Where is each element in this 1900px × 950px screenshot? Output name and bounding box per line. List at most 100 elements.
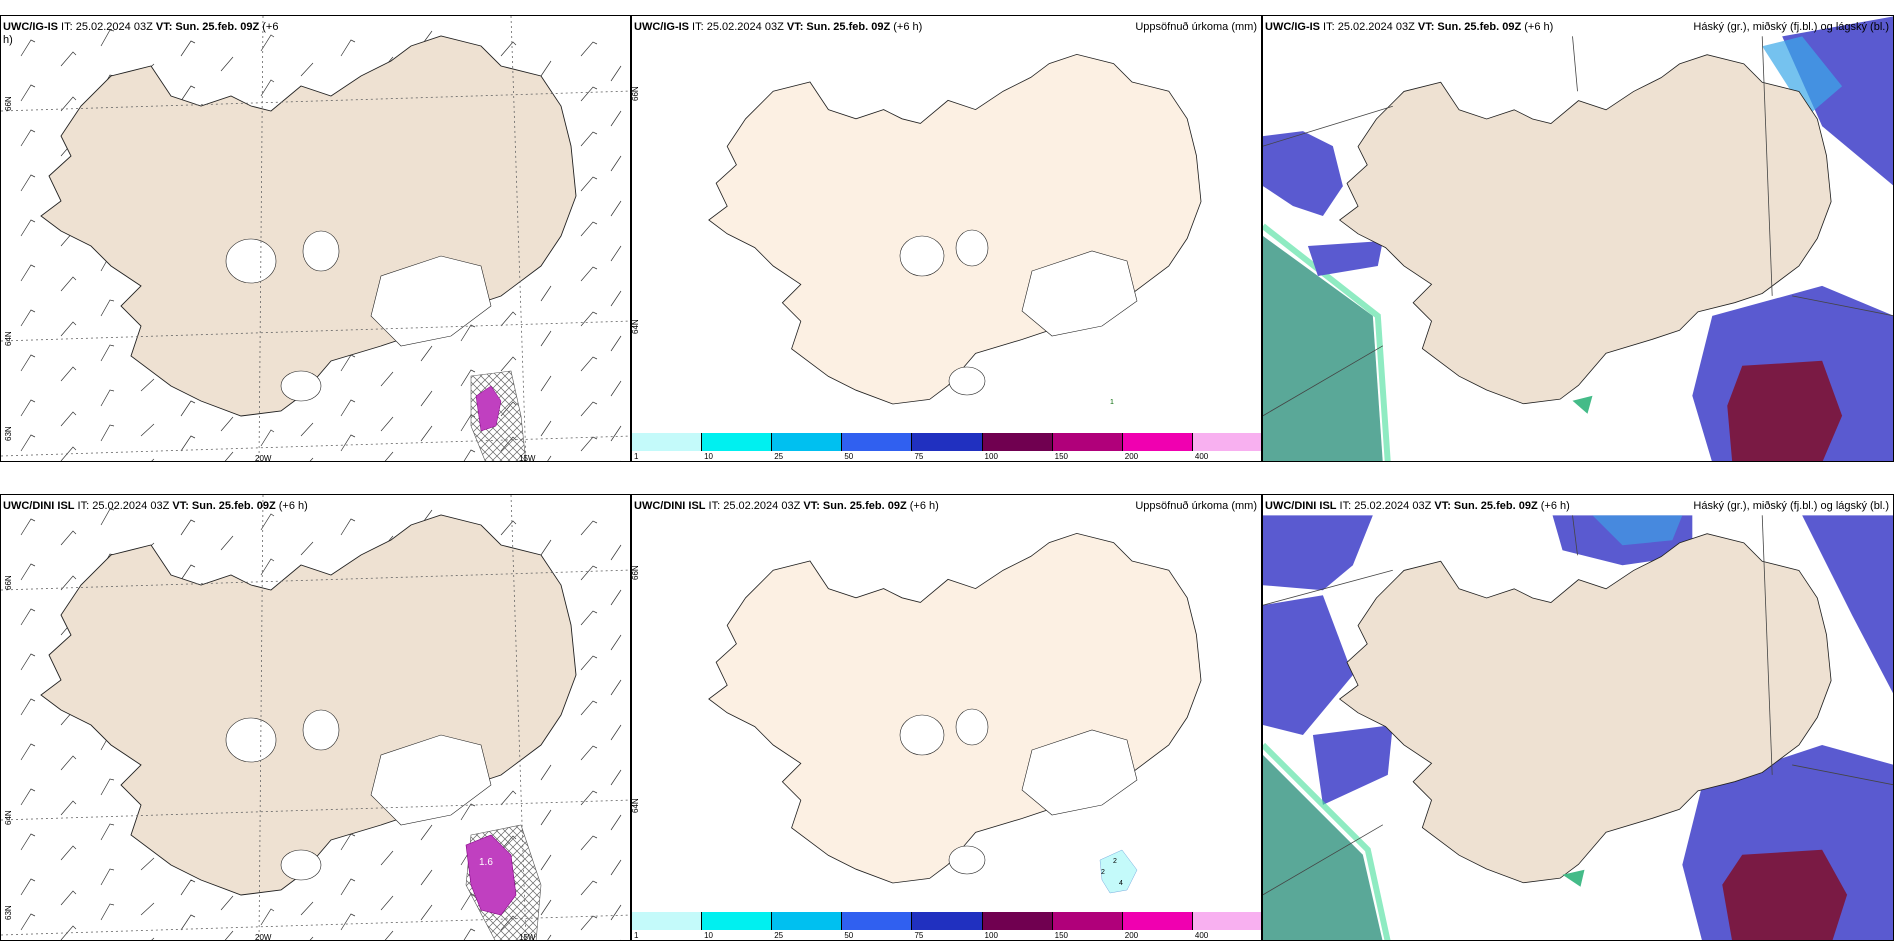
valid-time: VT: Sun. 25.feb. 09Z bbox=[155, 21, 260, 33]
lat-label: 64N bbox=[4, 331, 13, 346]
precip-colorbar: 1 10 25 50 75 100 150 200 400 bbox=[632, 433, 1261, 461]
colorbar-label: 10 bbox=[704, 452, 714, 461]
colorbar-label: 100 bbox=[984, 452, 998, 461]
colorbar-label: 75 bbox=[914, 452, 924, 461]
lead-time: (+6 h) bbox=[1537, 500, 1570, 512]
lead-time: (+6 h) bbox=[890, 21, 923, 33]
lon-label: 15W bbox=[519, 933, 536, 941]
map-title: Uppsöfnuð úrkoma (mm) bbox=[1135, 500, 1257, 512]
colorbar-label: 1 bbox=[634, 452, 639, 461]
valid-time: VT: Sun. 25.feb. 09Z bbox=[786, 21, 891, 33]
issue-time: IT: 25.02.2024 03Z bbox=[74, 500, 173, 512]
colorbar-label: 50 bbox=[844, 931, 854, 940]
colorbar-label: 200 bbox=[1124, 931, 1139, 940]
colorbar-swatch bbox=[772, 912, 843, 930]
colorbar-swatch bbox=[982, 433, 1053, 451]
colorbar-swatch bbox=[912, 433, 983, 451]
lon-label: 20W bbox=[255, 933, 272, 941]
colorbar-swatch bbox=[1052, 912, 1123, 930]
lon-label: 20W bbox=[255, 454, 272, 462]
panel-header: UWC/DINI ISL IT: 25.02.2024 03Z VT: Sun.… bbox=[1265, 500, 1889, 513]
model-name: UWC/DINI ISL bbox=[634, 500, 706, 512]
valid-time: VT: Sun. 25.feb. 09Z bbox=[1417, 21, 1522, 33]
map-title: Uppsöfnuð úrkoma (mm) bbox=[1135, 21, 1257, 33]
lat-label: 63N bbox=[4, 905, 13, 920]
lat-label: 64N bbox=[631, 798, 640, 813]
colorbar-label: 150 bbox=[1054, 931, 1069, 940]
issue-time: IT: 25.02.2024 03Z bbox=[1320, 21, 1418, 33]
colorbar-label: 75 bbox=[914, 931, 924, 940]
model-name: UWC/DINI ISL bbox=[1265, 500, 1337, 512]
lat-label: 66N bbox=[4, 575, 13, 590]
precip-point-label: 1 bbox=[1110, 399, 1114, 406]
precip-colorbar: 1 10 25 50 75 100 150 200 400 bbox=[632, 912, 1261, 940]
valid-time: VT: Sun. 25.feb. 09Z bbox=[803, 500, 907, 512]
model-name: UWC/IG-IS bbox=[3, 21, 58, 33]
colorbar-label: 25 bbox=[774, 931, 784, 940]
panel-header: UWC/IG-IS IT: 25.02.2024 03Z VT: Sun. 25… bbox=[3, 21, 626, 47]
colorbar-label: 50 bbox=[844, 452, 854, 461]
lat-label: 66N bbox=[4, 96, 13, 111]
lead-time: (+6 h) bbox=[906, 500, 939, 512]
lat-label: 64N bbox=[631, 319, 640, 334]
panel-header: UWC/IG-IS IT: 25.02.2024 03Z VT: Sun. 25… bbox=[1265, 21, 1889, 34]
precip-map-panel-igis: UWC/IG-IS IT: 25.02.2024 03Z VT: Sun. 25… bbox=[631, 15, 1262, 462]
colorbar-labels: 1 10 25 50 75 100 150 200 400 bbox=[632, 931, 1261, 940]
precip-point-label: 2 bbox=[1113, 858, 1117, 865]
precip-map bbox=[708, 532, 1202, 894]
cloud-map-panel-igis: UWC/IG-IS IT: 25.02.2024 03Z VT: Sun. 25… bbox=[1262, 15, 1894, 462]
lat-label: 63N bbox=[4, 426, 13, 441]
lat-label: 66N bbox=[631, 86, 640, 101]
colorbar-label: 400 bbox=[1194, 931, 1209, 940]
lead-time-cont: h) bbox=[3, 34, 13, 46]
issue-time: IT: 25.02.2024 03Z bbox=[705, 500, 804, 512]
colorbar-label: 150 bbox=[1054, 452, 1069, 461]
wind-barb-map bbox=[1, 16, 630, 461]
panel-header: UWC/IG-IS IT: 25.02.2024 03Z VT: Sun. 25… bbox=[634, 21, 1257, 34]
model-name: UWC/DINI ISL bbox=[3, 500, 75, 512]
precip-map-panel-dini: UWC/DINI ISL IT: 25.02.2024 03Z VT: Sun.… bbox=[631, 494, 1262, 941]
map-title: Háský (gr.), miðský (fj.bl.) og lágský (… bbox=[1693, 500, 1889, 512]
cloud-map-panel-dini: UWC/DINI ISL IT: 25.02.2024 03Z VT: Sun.… bbox=[1262, 494, 1894, 941]
model-name: UWC/IG-IS bbox=[1265, 21, 1320, 33]
colorbar-labels: 1 10 25 50 75 100 150 200 400 bbox=[632, 452, 1261, 461]
issue-time: IT: 25.02.2024 03Z bbox=[58, 21, 156, 33]
precip-point-label: 2 bbox=[1101, 869, 1105, 876]
colorbar-swatch bbox=[632, 912, 703, 930]
colorbar-swatch bbox=[1192, 912, 1261, 930]
precip-point-label: 4 bbox=[1119, 880, 1123, 887]
colorbar-swatch bbox=[842, 912, 913, 930]
lead-time: (+6 h) bbox=[1521, 21, 1554, 33]
wind-map-panel-igis: UWC/IG-IS IT: 25.02.2024 03Z VT: Sun. 25… bbox=[0, 15, 631, 462]
colorbar-label: 400 bbox=[1194, 452, 1209, 461]
colorbar-label: 25 bbox=[774, 452, 784, 461]
panel-header: UWC/DINI ISL IT: 25.02.2024 03Z VT: Sun.… bbox=[634, 500, 1257, 513]
wind-barb-map bbox=[1, 495, 630, 940]
colorbar-swatch bbox=[702, 433, 773, 451]
colorbar-swatch bbox=[912, 912, 983, 930]
colorbar-swatch bbox=[1122, 433, 1193, 451]
colorbar-label: 1 bbox=[634, 931, 639, 940]
model-name: UWC/IG-IS bbox=[634, 21, 689, 33]
colorbar-swatch bbox=[702, 912, 773, 930]
valid-time: VT: Sun. 25.feb. 09Z bbox=[172, 500, 276, 512]
lead-time: (+6 bbox=[259, 21, 279, 33]
wind-map-panel-dini: UWC/DINI ISL IT: 25.02.2024 03Z VT: Sun.… bbox=[0, 494, 631, 941]
lead-time: (+6 h) bbox=[275, 500, 308, 512]
valid-time: VT: Sun. 25.feb. 09Z bbox=[1434, 500, 1538, 512]
cloud-cover-map bbox=[1263, 16, 1893, 461]
lat-label: 66N bbox=[631, 565, 640, 580]
lon-label: 15W bbox=[519, 454, 536, 462]
colorbar-swatch bbox=[1192, 433, 1261, 451]
issue-time: IT: 25.02.2024 03Z bbox=[689, 21, 787, 33]
colorbar-label: 200 bbox=[1124, 452, 1139, 461]
lat-label: 64N bbox=[4, 810, 13, 825]
panel-header: UWC/DINI ISL IT: 25.02.2024 03Z VT: Sun.… bbox=[3, 500, 626, 513]
map-title: Háský (gr.), miðský (fj.bl.) og lágský (… bbox=[1693, 21, 1889, 33]
iceland-land bbox=[40, 35, 577, 417]
colorbar-swatch bbox=[1052, 433, 1123, 451]
colorbar-swatch bbox=[982, 912, 1053, 930]
cloud-cover-map bbox=[1263, 515, 1893, 940]
precip-map bbox=[708, 53, 1202, 405]
colorbar-swatch bbox=[1122, 912, 1193, 930]
